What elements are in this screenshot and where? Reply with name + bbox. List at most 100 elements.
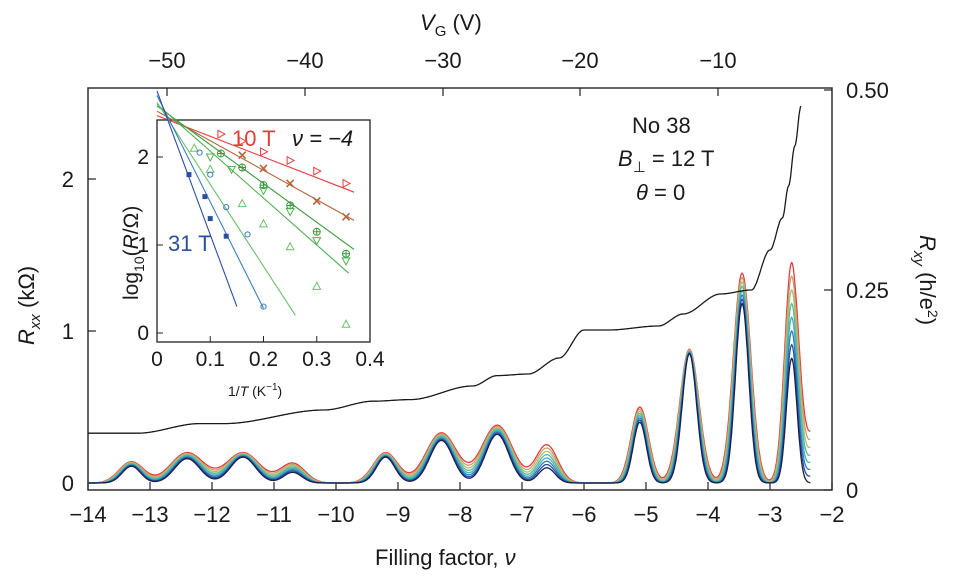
inset-y-tick-label: 0 <box>137 322 149 345</box>
inset-point-0-0 <box>217 129 226 139</box>
x-tick-label: −3 <box>757 502 782 527</box>
inset-fit-2 <box>156 105 355 250</box>
inset-point-6-0 <box>186 172 192 178</box>
inset-point-5-4 <box>260 303 267 310</box>
y-right-tick-label: 0.50 <box>846 78 889 103</box>
inset-x-post: (K <box>248 383 267 399</box>
x-axis-label: Filling factor, ν <box>375 545 516 570</box>
inset-y-R: R <box>120 234 143 249</box>
inset-point-4-3 <box>258 218 269 228</box>
inset-point-6-1 <box>202 194 208 200</box>
x-tick-label: −14 <box>69 502 106 527</box>
rxx-curve-7 <box>88 302 811 484</box>
inset-x-T: T <box>240 383 250 399</box>
x-tick-label: −6 <box>571 502 596 527</box>
top-axis-label: VG (V) <box>420 10 482 40</box>
annotation-sample: No 38 <box>632 113 691 138</box>
inset-point-3-0 <box>205 153 215 163</box>
inset-point-6-3 <box>223 233 229 239</box>
inset-point-2-4 <box>312 227 321 236</box>
top-tick-label: −20 <box>561 48 598 73</box>
main-ticks: −14 −13 −12 −11 −10 −9 −8 −7 −6 −5 −4 −3 −2−50 −40 −30… <box>62 48 889 527</box>
top-tick-label: −10 <box>699 48 736 73</box>
inset-point-0-4 <box>313 166 322 176</box>
inset-y-close: /Ω) <box>120 206 143 235</box>
inset-point-2-0 <box>216 149 225 158</box>
y-left-tick-label: 2 <box>62 167 74 192</box>
y-right-unit-pre: (h/e <box>915 266 940 310</box>
inset-point-0-1 <box>238 136 248 146</box>
x-tick-label: −13 <box>131 502 168 527</box>
top-tick-label: −30 <box>424 48 461 73</box>
top-tick-label: −50 <box>148 48 185 73</box>
inset-x-end: ) <box>278 383 283 399</box>
inset-x-tick-label: 0.2 <box>249 348 278 371</box>
inset-point-1-0 <box>238 151 247 160</box>
annotation-B-val: = 12 T <box>646 146 715 171</box>
annotation-field: B⊥ = 12 T <box>618 146 714 176</box>
inset-label-31T: 31 T <box>168 231 212 256</box>
y-left-sub: xx <box>27 314 44 331</box>
inset-point-2-3 <box>286 201 295 210</box>
inset-y-tick-label: 2 <box>137 146 149 169</box>
inset-label-nu: ν = −4 <box>292 126 353 151</box>
inset-point-5-3 <box>244 231 251 238</box>
x-axis-label-nu: ν <box>505 545 516 570</box>
inset-x-tick-label: 0.4 <box>355 348 385 371</box>
y-left-R: R <box>14 329 39 345</box>
inset-points <box>186 129 352 328</box>
inset-point-3-3 <box>285 208 295 217</box>
inset-x-tick-label: 0 <box>151 348 163 371</box>
y-axis-right-label: Rxy (h/e2) <box>910 235 941 325</box>
x-tick-label: −11 <box>256 502 292 527</box>
inset-point-2-1-cross <box>238 164 246 172</box>
inset-point-2-5 <box>342 249 351 258</box>
y-left-unit: (kΩ) <box>14 266 39 314</box>
inset-y-open: ( <box>120 249 143 256</box>
inset-y-label: log10(R/Ω) <box>120 206 147 300</box>
inset-point-1-3 <box>312 196 321 206</box>
inset-point-2-3-cross <box>286 201 294 209</box>
top-tick-label: −40 <box>286 48 323 73</box>
inset-point-5-1 <box>207 171 214 178</box>
inset-point-0-2 <box>260 147 269 157</box>
inset-y-log: log <box>120 272 143 300</box>
inset-fit-6 <box>156 90 238 307</box>
inset-x-sup: −1 <box>266 382 278 393</box>
x-tick-label: −5 <box>633 502 658 527</box>
y-right-tick-label: 0 <box>846 478 858 503</box>
inset-point-2-1 <box>238 163 247 172</box>
annotation-theta-val: = 0 <box>648 180 685 205</box>
x-tick-label: −9 <box>385 502 410 527</box>
inset-point-3-5 <box>341 257 351 266</box>
inset-point-2-0-cross <box>217 149 225 157</box>
inset-y-tick-label: 1 <box>137 234 149 257</box>
inset-point-4-5 <box>312 281 322 290</box>
x-tick-label: −8 <box>447 502 472 527</box>
x-tick-label: −12 <box>193 502 230 527</box>
y-right-sub: xy <box>910 250 927 268</box>
inset-ticks: 0 0.1 0.2 0.3 0.4 0 1 2 <box>137 146 385 371</box>
x-tick-label: −10 <box>317 502 354 527</box>
inset-x-tick-label: 0.1 <box>196 348 225 371</box>
inset-point-4-0 <box>189 143 199 152</box>
y-left-tick-label: 0 <box>62 471 74 496</box>
rxy-curve <box>88 105 802 434</box>
y-right-sup: 2 <box>925 310 941 318</box>
inset-x-tick-label: 0.3 <box>302 348 331 371</box>
inset-point-4-4 <box>285 241 295 251</box>
y-axis-left-label: Rxx (kΩ) <box>14 266 44 345</box>
inset-x-label: 1/T (K−1) <box>228 382 282 399</box>
inset-fit-5 <box>156 95 264 309</box>
inset-x-pre: 1/ <box>228 383 240 399</box>
inset-point-1-4 <box>341 212 351 221</box>
annotation-angle: θ = 0 <box>636 180 685 205</box>
annotation-B-sub: ⊥ <box>633 159 646 176</box>
y-left-tick-label: 1 <box>62 319 74 344</box>
annotation-B: B <box>618 146 633 171</box>
inset-point-2-4-cross <box>313 228 321 236</box>
inset-point-0-3 <box>286 155 296 166</box>
x-tick-label: −4 <box>695 502 720 527</box>
